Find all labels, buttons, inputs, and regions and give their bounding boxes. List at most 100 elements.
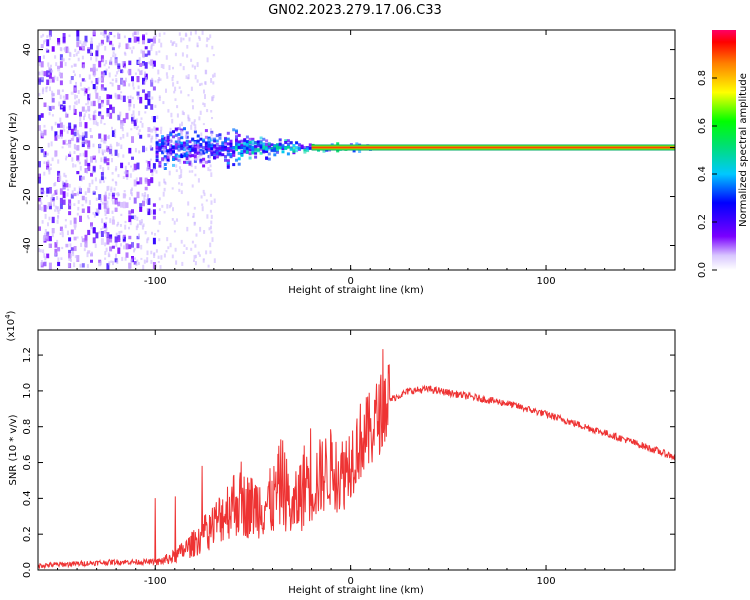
spectrogram-speckle <box>108 113 110 117</box>
spectrogram-speckle <box>73 108 75 113</box>
spectrogram-cell <box>276 143 279 146</box>
spectrogram-speckle <box>115 78 117 82</box>
spectrogram-speckle <box>74 164 76 167</box>
spectrogram-speckle <box>90 51 92 56</box>
spectrogram-speckle <box>70 220 72 224</box>
spectrogram-cell <box>95 50 98 56</box>
spectrogram-speckle <box>116 233 118 237</box>
spectrogram-speckle <box>185 147 187 149</box>
spectrogram-speckle <box>170 128 172 132</box>
spectrogram-cell <box>202 158 205 161</box>
spectrogram-speckle <box>150 210 152 215</box>
spectrogram-speckle <box>84 244 86 246</box>
spectrogram-cell <box>147 91 150 98</box>
spectrogram-speckle <box>138 133 140 136</box>
spectrogram-speckle <box>88 87 90 91</box>
spectrogram-speckle <box>88 109 90 112</box>
spectrogram-speckle <box>48 170 50 175</box>
spectrogram-speckle <box>159 33 161 37</box>
spectrogram-cell <box>123 96 126 102</box>
spectrogram-cell <box>46 188 49 194</box>
spectrogram-cell <box>224 140 227 143</box>
spectrogram-speckle <box>186 45 188 49</box>
spectrogram-cell <box>249 138 252 141</box>
spectrogram-speckle <box>180 90 182 93</box>
spectrogram-cell <box>137 192 140 198</box>
spectrogram-speckle <box>147 251 149 256</box>
spectrogram-cell <box>161 138 164 141</box>
spectrogram-cell <box>221 144 224 147</box>
spectrogram-cell <box>219 147 222 150</box>
spectrogram-speckle <box>61 134 63 139</box>
spectrogram-speckle <box>162 101 164 104</box>
spectrogram-cell <box>87 206 90 213</box>
spectrogram-speckle <box>172 43 174 46</box>
spectrogram-speckle <box>77 146 79 150</box>
spectrogram-cell <box>87 188 90 193</box>
spectrogram-cell <box>150 104 153 110</box>
spectrogram-speckle <box>56 135 58 138</box>
spectrogram-speckle <box>93 120 95 124</box>
spectrogram-cell <box>227 166 230 169</box>
spectrogram-speckle <box>115 242 117 247</box>
spectrogram-cell <box>131 209 134 213</box>
spectrogram-speckle <box>96 198 98 201</box>
spectrogram-speckle <box>125 221 127 223</box>
spectrogram-speckle <box>130 96 132 99</box>
spectrogram-cell <box>93 67 96 71</box>
spectrogram-speckle <box>52 158 54 162</box>
spectrogram-cell <box>117 63 120 66</box>
spectrogram-speckle <box>139 220 141 225</box>
spectrogram-speckle <box>175 248 177 252</box>
spectrogram-speckle <box>212 237 214 242</box>
spectrogram-cell <box>180 147 183 150</box>
spectrogram-speckle <box>57 77 59 81</box>
spectrogram-speckle <box>105 222 107 224</box>
spectrogram-cell <box>246 140 249 143</box>
spectrogram-speckle <box>43 253 45 258</box>
spectrogram-speckle <box>140 121 142 123</box>
spectrogram-cell <box>65 94 68 100</box>
spectrogram-speckle <box>71 65 73 67</box>
spectrogram-speckle <box>81 88 83 90</box>
spectrogram-cell <box>251 146 254 149</box>
spectrogram-cell <box>145 46 148 49</box>
spectrogram-cell <box>213 156 216 159</box>
x-tick-label: 100 <box>536 576 555 587</box>
spectrogram-speckle <box>40 202 42 204</box>
spectrogram-speckle <box>134 215 136 217</box>
spectrogram-speckle <box>107 205 109 209</box>
spectrogram-speckle <box>123 176 125 179</box>
spectrogram-cell <box>120 202 123 208</box>
spectrogram-speckle <box>164 211 166 213</box>
spectrogram-speckle <box>75 128 77 132</box>
spectrogram-speckle <box>110 261 112 263</box>
spectrogram-cell <box>156 128 159 131</box>
spectrogram-speckle <box>179 159 181 164</box>
colorbar-tick-label: 0.0 <box>697 262 708 278</box>
spectrogram-cell <box>98 203 101 209</box>
spectrogram-speckle <box>147 195 149 200</box>
spectrogram-speckle <box>166 72 168 75</box>
spectrogram-speckle <box>65 62 67 66</box>
spectrogram-speckle <box>91 252 93 256</box>
spectrogram-speckle <box>176 169 178 172</box>
spectrogram-speckle <box>76 53 78 57</box>
spectrogram-cell <box>238 146 241 149</box>
spectrogram-speckle <box>111 154 113 156</box>
spectrogram-speckle <box>157 70 159 75</box>
spectrogram-speckle <box>167 246 169 249</box>
spectrogram-speckle <box>158 238 160 241</box>
spectrogram-cell <box>131 242 134 248</box>
spectrogram-cell <box>227 138 230 141</box>
spectrogram-cell <box>93 237 96 243</box>
spectrogram-speckle <box>205 250 207 254</box>
spectrogram-cell <box>109 149 112 154</box>
spectrogram-cell <box>112 107 115 113</box>
spectrogram-cell <box>106 100 109 105</box>
spectrogram-speckle <box>178 182 180 184</box>
spectrogram-speckle <box>160 127 162 131</box>
spectrogram-cell <box>279 138 282 141</box>
y-tick-label: 0.6 <box>22 455 33 471</box>
spectrogram-cell <box>153 86 156 90</box>
